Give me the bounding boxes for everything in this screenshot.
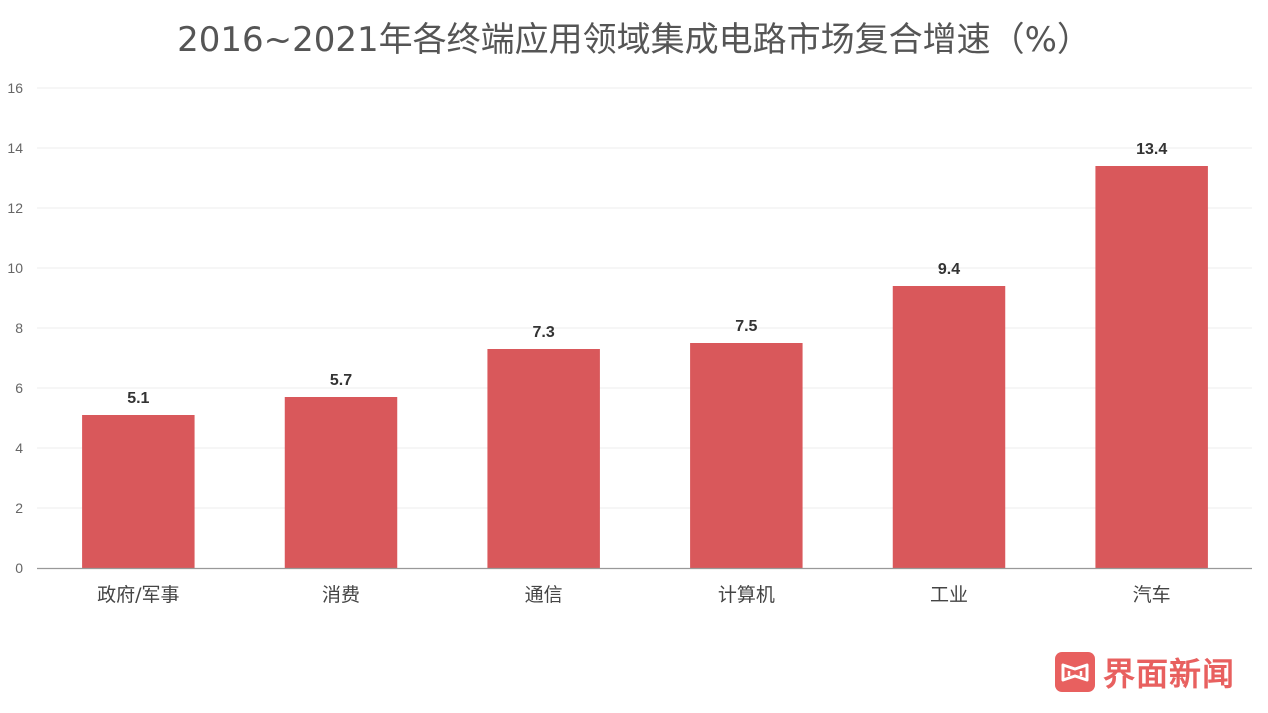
y-tick-label: 12 (7, 200, 23, 216)
watermark-text: 界面新闻 (1103, 655, 1236, 693)
x-tick-label: 通信 (525, 584, 563, 606)
y-tick-label: 4 (15, 440, 23, 456)
x-tick-label: 消费 (322, 584, 360, 606)
bar (892, 286, 1006, 568)
bars (82, 166, 1208, 568)
bar (1095, 166, 1208, 568)
y-tick-label: 2 (15, 500, 23, 516)
x-tick-label: 汽车 (1133, 584, 1171, 606)
watermark-logo: 界面新闻 (1055, 651, 1235, 693)
data-label: 7.3 (533, 324, 555, 341)
data-label: 7.5 (735, 318, 757, 335)
bar (82, 415, 195, 568)
gridlines (37, 87, 1252, 509)
x-tick-label: 政府/军事 (97, 584, 179, 606)
y-tick-label: 0 (15, 560, 23, 576)
bar (487, 349, 600, 568)
data-labels: 5.1 5.7 7.3 7.5 9.4 13.4 (127, 141, 1167, 407)
data-label: 9.4 (938, 261, 960, 278)
data-label: 5.1 (127, 390, 149, 407)
y-tick-label: 6 (15, 380, 23, 396)
x-tick-label: 计算机 (718, 584, 775, 606)
data-label: 5.7 (330, 372, 352, 389)
jiemian-logo-icon (1055, 652, 1095, 692)
chart-title: 2016~2021年各终端应用领域集成电路市场复合增速（%） (177, 20, 1091, 60)
y-tick-label: 14 (7, 140, 23, 156)
bar (690, 343, 803, 568)
x-tick-label: 工业 (930, 584, 968, 606)
y-tick-label: 16 (7, 80, 23, 96)
x-axis-ticks: 政府/军事 消费 通信 计算机 工业 汽车 (97, 584, 1171, 606)
bar (284, 397, 398, 568)
data-label: 13.4 (1136, 141, 1167, 158)
y-axis-ticks: 0 2 4 6 8 10 12 14 16 (7, 80, 23, 576)
y-tick-label: 8 (15, 320, 23, 336)
y-tick-label: 10 (7, 260, 23, 276)
